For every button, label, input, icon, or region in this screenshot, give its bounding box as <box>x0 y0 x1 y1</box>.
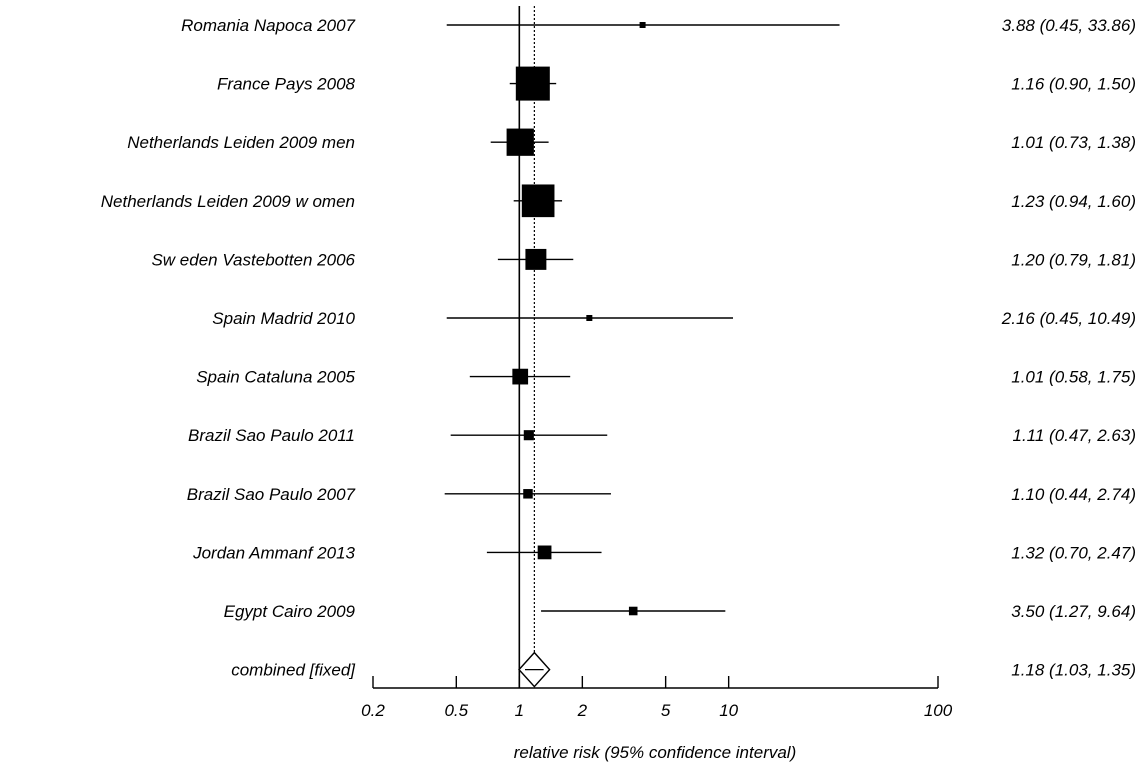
study-row: Jordan Ammanf 2013 1.32 (0.70, 2.47) <box>192 543 1136 562</box>
study-label: Jordan Ammanf 2013 <box>192 543 355 562</box>
study-row: Sw eden Vastebotten 2006 1.20 (0.79, 1.81… <box>151 248 1136 270</box>
point-estimate-marker <box>639 22 646 28</box>
study-rows: Romania Napoca 2007 3.88 (0.45, 33.86) Fra… <box>101 16 1136 621</box>
x-axis-label: relative risk (95% confidence interval) <box>514 743 797 762</box>
study-row: Netherlands Leiden 2009 w omen 1.23 (0.94… <box>101 184 1136 218</box>
study-value-text: 3.88 (0.45, 33.86) <box>1002 16 1136 35</box>
point-estimate-marker <box>521 184 555 218</box>
x-tick-label: 2 <box>577 701 588 720</box>
combined-row: combined [fixed] 1.18 (1.03, 1.35) <box>231 651 1136 688</box>
point-estimate-marker <box>515 66 550 101</box>
study-label: Spain Madrid 2010 <box>212 309 355 328</box>
study-row: Spain Madrid 2010 2.16 (0.45, 10.49) <box>212 309 1136 328</box>
combined-value-text: 1.18 (1.03, 1.35) <box>1011 661 1136 680</box>
x-tick-label: 5 <box>661 701 671 720</box>
study-value-text: 1.20 (0.79, 1.81) <box>1011 250 1136 269</box>
study-label: Spain Cataluna 2005 <box>196 368 355 387</box>
study-label: Netherlands Leiden 2009 men <box>127 133 355 152</box>
study-row: Brazil Sao Paulo 2007 1.10 (0.44, 2.74) <box>187 485 1136 504</box>
x-axis: 0.2 0.5 1 2 5 10 100 <box>361 676 953 720</box>
point-estimate-marker <box>586 315 593 321</box>
study-label: Brazil Sao Paulo 2011 <box>188 426 355 445</box>
combined-label: combined [fixed] <box>231 661 356 680</box>
reference-lines <box>518 6 535 688</box>
study-label: Romania Napoca 2007 <box>181 16 355 35</box>
x-tick-label: 0.5 <box>444 701 468 720</box>
study-value-text: 1.23 (0.94, 1.60) <box>1011 192 1136 211</box>
study-row: Spain Cataluna 2005 1.01 (0.58, 1.75) <box>196 368 1136 387</box>
study-row: Brazil Sao Paulo 2011 1.11 (0.47, 2.63) <box>188 426 1136 445</box>
x-tick-label: 1 <box>515 701 524 720</box>
point-estimate-marker <box>523 430 534 441</box>
x-tick-label: 0.2 <box>361 701 385 720</box>
study-row: Netherlands Leiden 2009 men 1.01 (0.73, 1… <box>127 128 1136 156</box>
study-value-text: 1.16 (0.90, 1.50) <box>1011 75 1136 94</box>
study-label: Egypt Cairo 2009 <box>224 602 356 621</box>
study-label: France Pays 2008 <box>217 75 356 94</box>
study-label: Sw eden Vastebotten 2006 <box>151 250 355 269</box>
study-label: Netherlands Leiden 2009 w omen <box>101 192 355 211</box>
study-value-text: 3.50 (1.27, 9.64) <box>1011 602 1136 621</box>
point-estimate-marker <box>506 128 534 156</box>
x-tick-label: 10 <box>719 701 738 720</box>
x-tick-label: 100 <box>924 701 953 720</box>
point-estimate-marker <box>525 248 547 270</box>
point-estimate-marker <box>537 545 552 560</box>
study-row: France Pays 2008 1.16 (0.90, 1.50) <box>217 66 1136 101</box>
study-row: Egypt Cairo 2009 3.50 (1.27, 9.64) <box>224 602 1136 621</box>
study-value-text: 2.16 (0.45, 10.49) <box>1001 309 1136 328</box>
point-estimate-marker <box>512 368 529 385</box>
point-estimate-marker <box>523 489 533 499</box>
study-value-text: 1.01 (0.58, 1.75) <box>1011 368 1136 387</box>
study-value-text: 1.01 (0.73, 1.38) <box>1011 133 1136 152</box>
study-value-text: 1.11 (0.47, 2.63) <box>1013 426 1137 445</box>
study-value-text: 1.10 (0.44, 2.74) <box>1011 485 1136 504</box>
study-value-text: 1.32 (0.70, 2.47) <box>1011 543 1136 562</box>
study-row: Romania Napoca 2007 3.88 (0.45, 33.86) <box>181 16 1136 35</box>
point-estimate-marker <box>628 606 638 616</box>
study-label: Brazil Sao Paulo 2007 <box>187 485 356 504</box>
